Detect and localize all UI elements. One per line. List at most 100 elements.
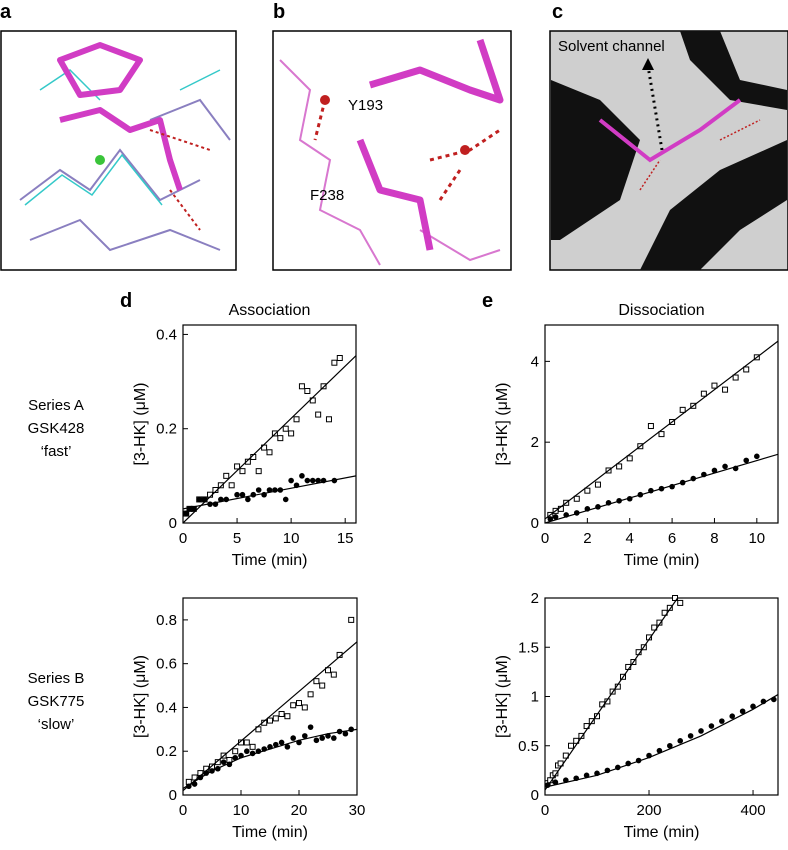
data-point — [626, 455, 633, 462]
data-point — [277, 435, 284, 442]
x-tick-label: 10 — [283, 530, 300, 547]
plot: Dissociation Time (min) [3-HK] (μM) 0 2 4 6 8 10… — [494, 302, 779, 569]
data-point — [243, 739, 250, 746]
data-point — [708, 723, 715, 729]
data-point — [304, 388, 311, 394]
panel-label: a — [0, 1, 12, 23]
plot: Association Time (min) [3-HK] (μM) 0 5 10 15 0 0… — [132, 302, 357, 569]
data-point — [214, 759, 221, 766]
y-tick-label: 0 — [169, 787, 177, 804]
chart-title: Association — [229, 302, 311, 319]
y-tick-label: 2 — [531, 590, 539, 607]
x-tick-label: 30 — [349, 802, 366, 819]
data-point — [331, 735, 337, 741]
data-point — [284, 744, 291, 750]
data-point — [584, 487, 591, 494]
data-point — [298, 383, 305, 390]
data-point — [336, 355, 343, 361]
row-label: ‘fast’ — [41, 443, 72, 460]
row-label: GSK775 — [28, 693, 85, 710]
data-point — [547, 516, 554, 522]
data-point — [330, 671, 337, 678]
data-point — [722, 386, 729, 393]
data-point — [658, 431, 665, 438]
y-tick-label: 2 — [531, 434, 539, 451]
data-point — [288, 477, 294, 484]
fit-line — [545, 597, 679, 791]
x-tick-label: 200 — [637, 802, 662, 819]
structure-c — [549, 30, 788, 271]
data-point — [743, 366, 750, 373]
row-label: ‘slow’ — [38, 716, 75, 733]
data-point — [278, 739, 285, 746]
data-point — [217, 482, 224, 489]
x-tick-label: 10 — [233, 802, 250, 819]
data-point — [719, 718, 725, 724]
data-point — [319, 735, 326, 741]
data-point — [245, 496, 251, 503]
y-axis-label: [3-HK] (μM) — [494, 383, 511, 466]
x-tick-label: 0 — [541, 802, 549, 819]
x-tick-label: 6 — [668, 530, 676, 547]
data-point — [255, 468, 262, 475]
panel-label: d — [120, 290, 132, 312]
data-point — [331, 359, 338, 366]
data-point — [282, 496, 289, 503]
data-point — [616, 463, 623, 470]
data-point — [302, 733, 308, 739]
y-tick-label: 0 — [169, 515, 177, 532]
x-tick-label: 0 — [179, 530, 187, 547]
data-point — [278, 711, 285, 718]
panel-label: e — [482, 290, 493, 312]
data-point — [729, 713, 736, 719]
data-point — [288, 430, 295, 437]
x-tick-label: 8 — [710, 530, 718, 547]
data-point — [267, 717, 273, 724]
fit-line — [183, 728, 357, 789]
y-axis-label: [3-HK] (μM) — [494, 655, 511, 738]
data-point — [348, 616, 355, 623]
data-point — [667, 742, 673, 749]
data-point — [342, 730, 349, 737]
row-label: Series A — [28, 397, 84, 414]
x-axis-label: Time (min) — [624, 824, 700, 841]
data-point — [743, 457, 750, 464]
data-point — [700, 390, 707, 397]
x-tick-label: 5 — [233, 530, 241, 547]
plot-frame — [544, 324, 779, 524]
data-point — [750, 703, 756, 710]
x-tick-label: 4 — [626, 530, 634, 547]
data-point — [679, 406, 686, 413]
data-point — [313, 737, 320, 744]
fit-line — [183, 355, 356, 523]
data-point — [739, 708, 746, 715]
data-point — [293, 416, 300, 423]
x-axis-label: Time (min) — [624, 552, 700, 569]
x-tick-label: 15 — [337, 530, 354, 547]
data-point — [677, 738, 684, 744]
residue-label: F238 — [310, 187, 344, 204]
x-axis-label: Time (min) — [232, 824, 308, 841]
data-point — [296, 700, 302, 707]
fit-line — [545, 340, 778, 520]
data-point — [249, 743, 256, 750]
plot: Time (min) [3-HK] (μM) 0 10 20 30 0 0.2 0.4 0.6 0.… — [132, 597, 366, 841]
data-point — [573, 495, 580, 502]
panel-label: c — [552, 1, 563, 23]
data-point — [228, 482, 235, 489]
y-tick-label: 1.5 — [518, 639, 539, 656]
data-point — [255, 487, 262, 493]
data-point — [223, 472, 230, 479]
y-tick-label: 0.6 — [156, 656, 177, 673]
fit-line — [545, 694, 778, 788]
residue-label: Y193 — [348, 97, 383, 114]
data-point — [282, 425, 289, 432]
y-tick-label: 0.8 — [156, 612, 177, 629]
data-point — [234, 463, 241, 470]
x-tick-label: 10 — [748, 530, 765, 547]
y-tick-label: 0.2 — [156, 421, 177, 438]
data-point — [687, 733, 694, 739]
data-point — [315, 411, 322, 418]
data-point — [325, 416, 332, 423]
